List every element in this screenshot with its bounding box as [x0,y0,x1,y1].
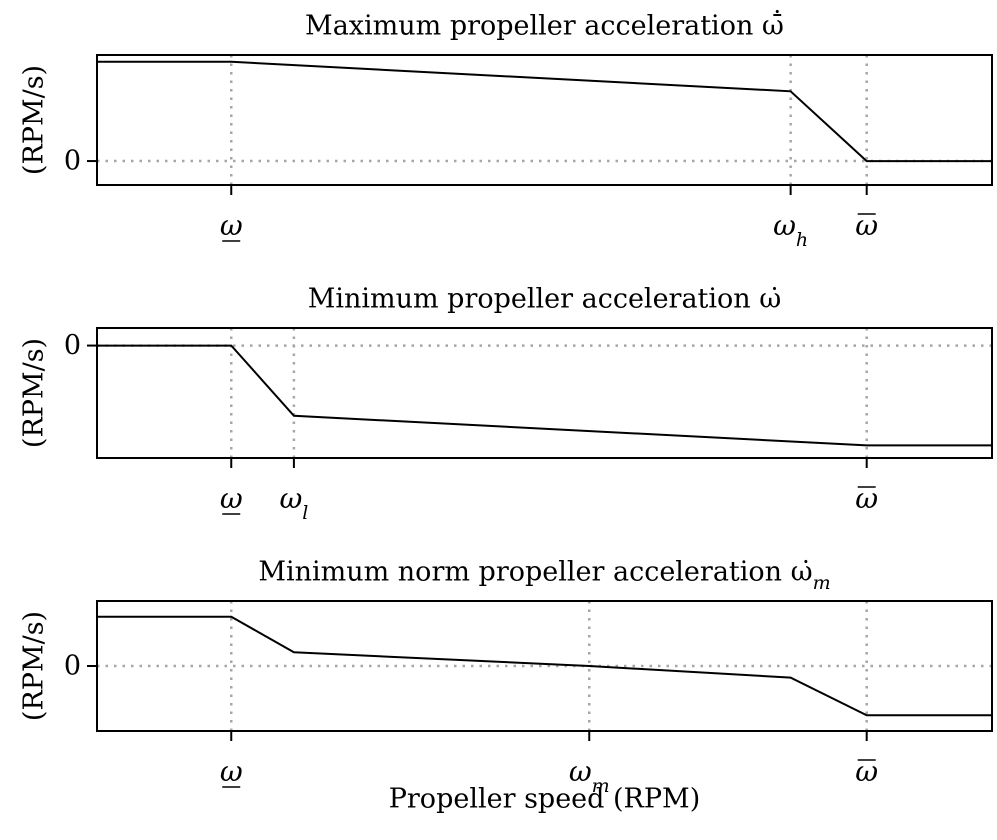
x-tick-label: ω [855,209,878,242]
chart-panel-2: Minimum propeller acceleration ω̇0ω ωl ω(R… [19,284,993,524]
plot-frame [96,54,993,186]
x-tick-label: ωh [773,209,808,251]
x-tick-label: ω [220,209,243,242]
y-tick-label: 0 [64,651,81,682]
series-line [97,60,992,163]
chart-title: Maximum propeller acceleration ω̄̇ [305,8,784,41]
x-tick-subscript: m [592,775,610,797]
x-tick-symbol: ω [773,209,796,242]
x-tick-symbol: ω [220,209,243,242]
x-tick-label: ω [855,482,878,515]
plot-frame [96,327,993,459]
x-tick-symbol: ω [220,482,243,515]
series-line [97,344,992,447]
x-tick-label: ωm [569,755,610,797]
x-tick-label: ω [220,482,243,515]
chart-panel-1: Maximum propeller acceleration ω̄̇0ω ωh ω(… [19,8,993,251]
x-tick-label: ω [855,755,878,788]
x-axis-label: Propeller speed (RPM) [389,784,701,815]
chart-title: Minimum norm propeller acceleration ω̇m [258,557,830,595]
x-tick-subscript: l [302,502,308,524]
x-tick-symbol: ω [855,755,878,788]
chart-panel-3: Minimum norm propeller acceleration ω̇m 0… [19,557,993,815]
x-tick-subscript: h [796,229,808,251]
y-tick-label: 0 [64,330,81,361]
x-tick-symbol: ω [569,755,592,788]
y-axis-label: (RPM/s) [19,611,50,721]
y-axis-label: (RPM/s) [19,65,50,175]
x-tick-label: ωl [279,482,308,524]
x-tick-symbol: ω [220,755,243,788]
y-tick-label: 0 [64,146,81,177]
series-line [97,615,992,717]
x-tick-symbol: ω [855,209,878,242]
chart-title: Minimum propeller acceleration ω̇ [308,284,782,315]
x-tick-symbol: ω [855,482,878,515]
x-tick-label: ω [220,755,243,788]
chart-title-subscript: m [813,572,831,594]
y-axis-label: (RPM/s) [19,338,50,448]
x-tick-symbol: ω [279,482,302,515]
